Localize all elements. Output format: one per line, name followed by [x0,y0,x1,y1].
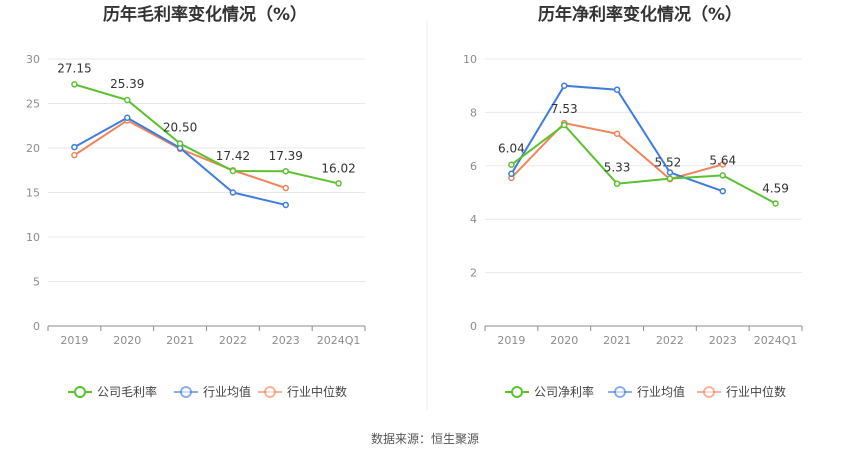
x-tick-label: 2024Q1 [754,334,798,347]
data-point-avg [124,114,131,121]
x-tick-label: 2021 [603,334,631,347]
data-label: 5.64 [709,153,736,167]
legend-label: 公司净利率 [534,384,594,399]
legend-item-avg: 行业均值 [608,384,685,399]
chart-title: 历年净利率变化情况（%） [538,4,742,25]
data-point-avg [229,189,237,196]
y-tick-label: 5 [33,276,40,289]
net-margin-chart: 历年净利率变化情况（%） 0 2 4 6 8 10 2019 2020 2021 2022 2023… [463,4,803,399]
legend-item-median: 行业中位数 [258,384,347,399]
data-point-avg [719,187,726,195]
y-tick-label: 25 [26,98,40,111]
data-point-company [561,121,568,129]
data-point-company [335,180,342,187]
y-tick-label: 2 [470,267,477,280]
data-point-company [229,167,237,175]
data-point-median [71,151,78,159]
legend-item-median: 行业中位数 [697,384,786,399]
series-line-company [510,123,777,205]
legend-label: 行业中位数 [726,384,786,399]
data-point-company [71,81,78,88]
series-line-avg [510,84,724,193]
data-label: 5.52 [655,156,682,170]
legend-marker [74,386,86,398]
data-point-company [613,180,621,187]
data-point-avg [666,169,674,176]
data-label: 4.59 [762,181,789,195]
data-point-company [282,167,289,175]
x-tick-label: 2024Q1 [317,334,361,347]
legend-marker [614,386,626,398]
data-point-company [719,172,726,179]
x-tick-label: 2019 [60,334,88,347]
data-source: 数据来源：恒生聚源 [371,431,479,446]
data-label: 20.50 [163,121,197,135]
data-point-company [772,200,779,207]
y-tick-label: 10 [463,53,477,66]
x-tick-label: 2021 [166,334,194,347]
x-tick-label: 2020 [550,334,578,347]
x-tick-label: 2019 [497,334,525,347]
data-point-avg [282,201,289,209]
y-tick-label: 15 [26,187,40,200]
gross-margin-chart: 历年毛利率变化情况（%） 0 5 10 15 20 25 30 2019 2020 2021 202… [26,4,366,399]
legend-marker [264,386,276,398]
x-tick-label: 2022 [219,334,247,347]
data-point-median [613,130,621,138]
data-label: 17.39 [269,149,303,163]
data-label: 7.53 [551,102,578,116]
data-label: 25.39 [110,77,144,91]
data-label: 17.42 [216,149,250,163]
x-tick-label: 2023 [272,334,300,347]
legend-marker [180,386,192,398]
legend-marker [511,386,523,398]
legend-item-company: 公司毛利率 [68,384,157,399]
y-tick-label: 20 [26,142,40,155]
legend-label: 行业中位数 [287,384,347,399]
legend-item-company: 公司净利率 [505,384,594,399]
data-label: 6.04 [498,142,525,156]
x-tick-label: 2020 [113,334,141,347]
legend-label: 行业均值 [203,384,251,399]
legend-marker [703,386,715,398]
data-point-company [508,161,515,168]
data-label: 27.15 [57,61,91,75]
y-tick-label: 10 [26,231,40,244]
y-tick-label: 8 [470,106,477,119]
data-point-avg [508,170,515,178]
legend-label: 公司毛利率 [97,384,157,399]
data-point-company [666,175,674,182]
y-tick-label: 30 [26,53,40,66]
series-line-company [74,83,339,185]
y-tick-label: 0 [33,320,40,333]
data-point-median [719,161,726,168]
data-point-company [124,96,131,104]
data-point-avg [71,143,78,151]
data-label: 16.02 [321,161,355,175]
data-point-avg [561,82,568,89]
legend-label: 行业均值 [637,384,685,399]
data-point-median [282,184,289,192]
x-tick-label: 2022 [656,334,684,347]
data-label: 5.33 [604,161,631,175]
y-tick-label: 0 [470,320,477,333]
y-tick-label: 6 [470,160,477,173]
data-point-avg [613,86,621,93]
y-tick-label: 4 [470,213,477,226]
x-tick-label: 2023 [709,334,737,347]
legend-item-avg: 行业均值 [174,384,251,399]
chart-title: 历年毛利率变化情况（%） [103,4,307,25]
data-point-company [176,140,184,147]
